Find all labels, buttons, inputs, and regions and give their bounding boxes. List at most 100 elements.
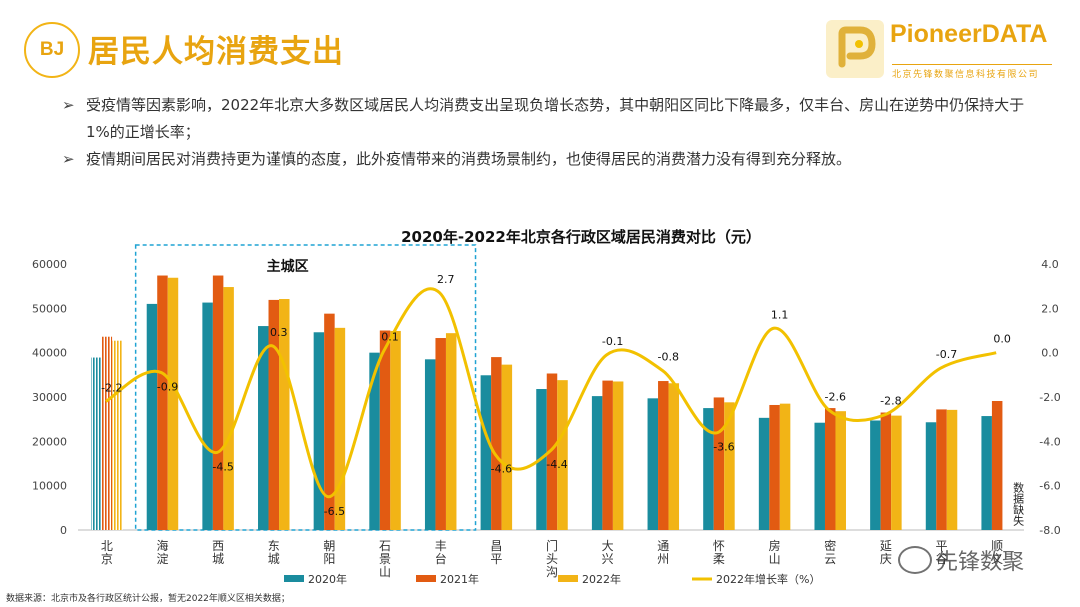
- x-tick-label: 义: [991, 552, 1003, 566]
- y-right-tick-label: 2.0: [1041, 302, 1059, 315]
- x-tick-label: 兴: [602, 552, 614, 566]
- bar-2020-顺义: [981, 416, 992, 530]
- bar-2021-丰台: [435, 338, 446, 530]
- bar-2021-顺义: [991, 400, 1003, 530]
- bullet-text: 疫情期间居民对消费持更为谨慎的态度，此外疫情带来的消费场景制约，也使得居民的消费…: [86, 150, 852, 168]
- x-tick-label: 大: [602, 539, 614, 553]
- bar-2022-丰台: [445, 333, 457, 530]
- bar-2022-朝阳: [334, 327, 346, 530]
- x-tick-label: 东: [268, 539, 280, 553]
- bullet-item: ➢ 疫情期间居民对消费持更为谨慎的态度，此外疫情带来的消费场景制约，也使得居民的…: [62, 146, 1037, 173]
- bar-2021-朝阳: [324, 313, 335, 530]
- region-badge: BJ: [24, 22, 80, 78]
- legend-label: 2020年: [308, 572, 347, 586]
- x-tick-label: 海: [156, 538, 168, 553]
- bar-2022-大兴: [612, 381, 624, 530]
- bar-2020-昌平: [480, 375, 492, 530]
- x-tick-label: 柔: [713, 552, 725, 566]
- bar-2021-平谷: [936, 409, 947, 530]
- x-tick-label: 山: [379, 565, 391, 579]
- x-tick-label: 景: [379, 552, 391, 566]
- bar-2020-海淀: [146, 303, 158, 530]
- y-right-tick-label: -4.0: [1039, 435, 1060, 448]
- highlight-box-label: 主城区: [267, 258, 309, 275]
- growth-rate-label: -4.5: [212, 460, 233, 473]
- missing-data-note: 数据缺失: [1012, 482, 1025, 527]
- x-tick-label: 阳: [323, 552, 335, 566]
- x-tick-label: 通: [657, 539, 669, 553]
- x-tick-label: 平: [490, 552, 502, 566]
- y-left-tick-label: 60000: [32, 258, 67, 271]
- pioneerdata-logo: [826, 20, 884, 78]
- bar-2022-石景山: [390, 330, 401, 530]
- bar-2021-门头沟: [546, 373, 558, 530]
- bullet-list: ➢ 受疫情等因素影响，2022年北京大多数区域居民人均消费支出呈现负增长态势，其…: [62, 92, 1037, 173]
- x-tick-label: 门: [546, 538, 558, 553]
- bar-2022-昌平: [501, 364, 513, 530]
- x-tick-label: 石: [379, 539, 391, 553]
- bar-2020-西城: [202, 302, 213, 530]
- legend-label: 2022年: [582, 572, 621, 586]
- bar-2021-海淀: [157, 275, 168, 530]
- x-tick-label: 昌: [490, 539, 502, 553]
- bar-2022-房山: [779, 403, 791, 530]
- bar-2020-延庆: [870, 420, 881, 530]
- y-left-tick-label: 0: [60, 524, 67, 537]
- y-left-tick-label: 40000: [32, 347, 67, 360]
- x-tick-label: 山: [769, 552, 781, 566]
- growth-rate-label: -2.2: [101, 381, 122, 394]
- x-tick-label: 城: [212, 552, 224, 566]
- x-tick-label: 朝: [323, 539, 335, 553]
- legend-label: 2022年增长率（%）: [716, 572, 820, 586]
- x-tick-label: 京: [101, 552, 113, 566]
- bar-2022-平谷: [946, 409, 958, 530]
- bullet-arrow-icon: ➢: [62, 150, 75, 168]
- y-right-tick-label: -8.0: [1039, 524, 1060, 537]
- bar-2021-密云: [824, 408, 836, 530]
- x-tick-label: 云: [824, 552, 836, 566]
- bar-2022-门头沟: [557, 380, 568, 530]
- growth-rate-label: 0.3: [270, 326, 288, 339]
- growth-rate-label: -4.6: [491, 463, 512, 476]
- x-tick-label: 谷: [936, 552, 948, 566]
- x-tick-label: 北: [101, 539, 113, 553]
- bar-2022-密云: [835, 411, 846, 530]
- bar-2020-东城: [258, 326, 269, 530]
- y-left-tick-label: 30000: [32, 391, 67, 404]
- bar-2020-丰台: [424, 359, 436, 530]
- bar-2020-石景山: [369, 352, 380, 530]
- bar-2020-密云: [814, 422, 825, 530]
- x-tick-label: 淀: [156, 552, 168, 566]
- growth-rate-label: -0.7: [936, 348, 957, 361]
- brand-name: PioneerDATA: [890, 20, 1048, 48]
- growth-rate-label: -4.4: [546, 458, 567, 471]
- bar-2021-延庆: [880, 412, 892, 530]
- wechat-icon: [898, 546, 932, 574]
- y-right-tick-label: -6.0: [1039, 480, 1060, 493]
- legend-swatch-2022: [558, 575, 578, 582]
- bar-2020-大兴: [591, 396, 603, 530]
- growth-rate-label: -3.6: [713, 440, 734, 453]
- x-tick-label: 延: [880, 539, 892, 553]
- growth-rate-label: 0.0: [993, 333, 1011, 346]
- bar-2021-怀柔: [713, 397, 725, 530]
- growth-rate-label: -0.1: [602, 335, 623, 348]
- watermark-text: 先锋数聚: [936, 550, 1025, 575]
- bar-2021-北京: [101, 336, 113, 530]
- y-right-tick-label: 0.0: [1041, 347, 1059, 360]
- main-district-highlight-box: [134, 244, 477, 531]
- x-tick-label: 沟: [546, 565, 558, 579]
- growth-rate-label: -0.9: [157, 381, 178, 394]
- chart-title: 2020年-2022年北京各行政区域居民消费对比（元）: [401, 228, 761, 246]
- x-tick-label: 城: [268, 552, 280, 566]
- x-tick-label: 台: [435, 551, 447, 566]
- bar-2022-东城: [279, 299, 290, 530]
- bar-2021-昌平: [491, 357, 502, 530]
- growth-rate-label: -2.6: [825, 390, 846, 403]
- y-left-tick-label: 50000: [32, 302, 67, 315]
- y-right-tick-label: 4.0: [1041, 258, 1059, 271]
- bar-2021-房山: [769, 404, 780, 530]
- growth-rate-label: -2.8: [880, 395, 901, 408]
- bar-2022-延庆: [891, 415, 902, 530]
- legend-label: 2021年: [440, 572, 479, 586]
